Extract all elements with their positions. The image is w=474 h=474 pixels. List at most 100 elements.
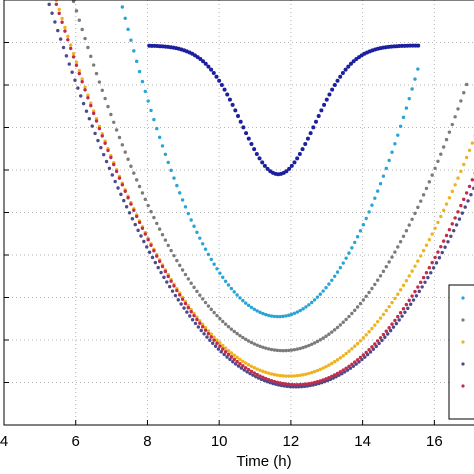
series-5-point-49 xyxy=(185,310,189,314)
series-6-point-142 xyxy=(459,203,463,208)
series-6-point-67 xyxy=(244,366,248,370)
series-3-point-43 xyxy=(192,285,196,290)
series-3-point-34 xyxy=(166,243,170,248)
series-6-point-146 xyxy=(470,178,474,182)
series-1-point-53 xyxy=(289,163,294,168)
series-5-point-42 xyxy=(165,280,169,284)
series-2-point-35 xyxy=(221,275,225,280)
series-4-point-71 xyxy=(255,367,259,371)
series-6-point-76 xyxy=(269,378,274,383)
series-3-point-99 xyxy=(353,308,357,313)
series-5-point-126 xyxy=(406,306,410,311)
series-4-point-70 xyxy=(252,366,257,370)
series-2-point-84 xyxy=(361,223,366,227)
series-5-point-27 xyxy=(122,198,126,203)
series-4-point-6 xyxy=(69,43,73,47)
series-4-point-56 xyxy=(212,335,216,339)
series-6-point-32 xyxy=(143,232,147,236)
series-3-point-4 xyxy=(80,27,84,32)
series-5-point-38 xyxy=(153,260,158,265)
series-5-point-36 xyxy=(147,250,152,254)
series-5-point-33 xyxy=(139,234,143,238)
series-6-point-7 xyxy=(71,55,76,59)
series-3-point-42 xyxy=(189,281,193,285)
x-tick-label-5: 14 xyxy=(354,433,371,450)
series-6-point-111 xyxy=(370,345,374,349)
series-1-point-62 xyxy=(314,119,318,124)
series-2-point-85 xyxy=(364,216,368,221)
series-6-point-114 xyxy=(378,336,383,340)
series-1-point-25 xyxy=(214,74,219,79)
series-2-point-36 xyxy=(223,279,228,283)
series-5-point-39 xyxy=(156,265,160,270)
series-3-point-27 xyxy=(146,203,150,208)
series-3-point-85 xyxy=(312,341,317,345)
series-3-point-84 xyxy=(310,342,314,346)
series-3-point-127 xyxy=(433,166,437,170)
series-1-point-74 xyxy=(346,64,351,69)
series-6-point-56 xyxy=(212,338,216,342)
series-4-point-94 xyxy=(321,366,325,370)
series-5-point-7 xyxy=(64,54,69,58)
series-3-point-101 xyxy=(358,301,363,306)
series-4-point-8 xyxy=(74,60,79,64)
series-6-point-48 xyxy=(189,310,193,314)
series-6-point-30 xyxy=(137,220,142,225)
series-1 xyxy=(147,43,421,177)
series-3-point-51 xyxy=(215,313,219,318)
series-6-point-6 xyxy=(69,46,73,51)
series-2-point-96 xyxy=(396,133,400,137)
series-3-point-47 xyxy=(203,300,208,305)
series-4-point-64 xyxy=(235,355,239,360)
series-4-point-106 xyxy=(355,341,360,346)
series-5-point-48 xyxy=(182,306,186,310)
series-3-point-103 xyxy=(364,294,368,298)
series-6-point-132 xyxy=(430,260,434,265)
series-3-point-18 xyxy=(120,143,125,147)
y-ticks xyxy=(4,42,9,383)
series-5-point-5 xyxy=(58,37,63,41)
series-2-point-58 xyxy=(287,313,291,317)
series-6-point-145 xyxy=(467,184,472,189)
series-6-point-46 xyxy=(183,301,188,306)
series-5-point-40 xyxy=(159,270,163,275)
series-4-point-77 xyxy=(272,372,277,377)
series-1-point-76 xyxy=(351,59,356,64)
series-2-point-45 xyxy=(249,305,254,310)
series-5-point-13 xyxy=(81,101,86,106)
series-2-point-88 xyxy=(373,196,377,200)
series-3-point-138 xyxy=(464,82,469,87)
series-6-point-112 xyxy=(373,342,377,346)
series-6-point-65 xyxy=(238,362,242,366)
series-3-point-108 xyxy=(378,274,383,278)
series-4-point-59 xyxy=(221,343,225,348)
series-4-point-90 xyxy=(310,370,314,375)
series-3-point-50 xyxy=(212,310,216,315)
series-6-point-58 xyxy=(218,344,222,348)
series-6-point-115 xyxy=(381,332,386,337)
series-3-point-102 xyxy=(361,298,366,302)
series-2-point-71 xyxy=(324,285,328,290)
series-4-point-131 xyxy=(427,237,432,242)
series-4-point-130 xyxy=(424,243,429,247)
series-2-point-26 xyxy=(195,230,199,235)
series-3-point-67 xyxy=(261,345,265,350)
series-4-point-102 xyxy=(344,351,348,356)
series-3-point-134 xyxy=(453,115,457,119)
series-1-point-27 xyxy=(219,83,224,88)
series-5-point-31 xyxy=(133,222,137,227)
series-6-point-109 xyxy=(364,350,368,355)
series-2-point-101 xyxy=(410,87,414,91)
series-3 xyxy=(71,0,469,353)
series-4-point-4 xyxy=(63,25,67,30)
series-6-point-62 xyxy=(229,355,234,359)
series-5-point-143 xyxy=(454,223,459,227)
series-6-point-21 xyxy=(112,162,116,167)
series-6-point-41 xyxy=(169,279,173,283)
series-6-point-127 xyxy=(416,285,420,289)
series-1-point-66 xyxy=(324,97,329,102)
series-2-point-27 xyxy=(198,236,202,240)
series-3-point-90 xyxy=(327,332,331,336)
series-2-point-94 xyxy=(390,150,394,154)
series-2-point-32 xyxy=(212,262,216,266)
